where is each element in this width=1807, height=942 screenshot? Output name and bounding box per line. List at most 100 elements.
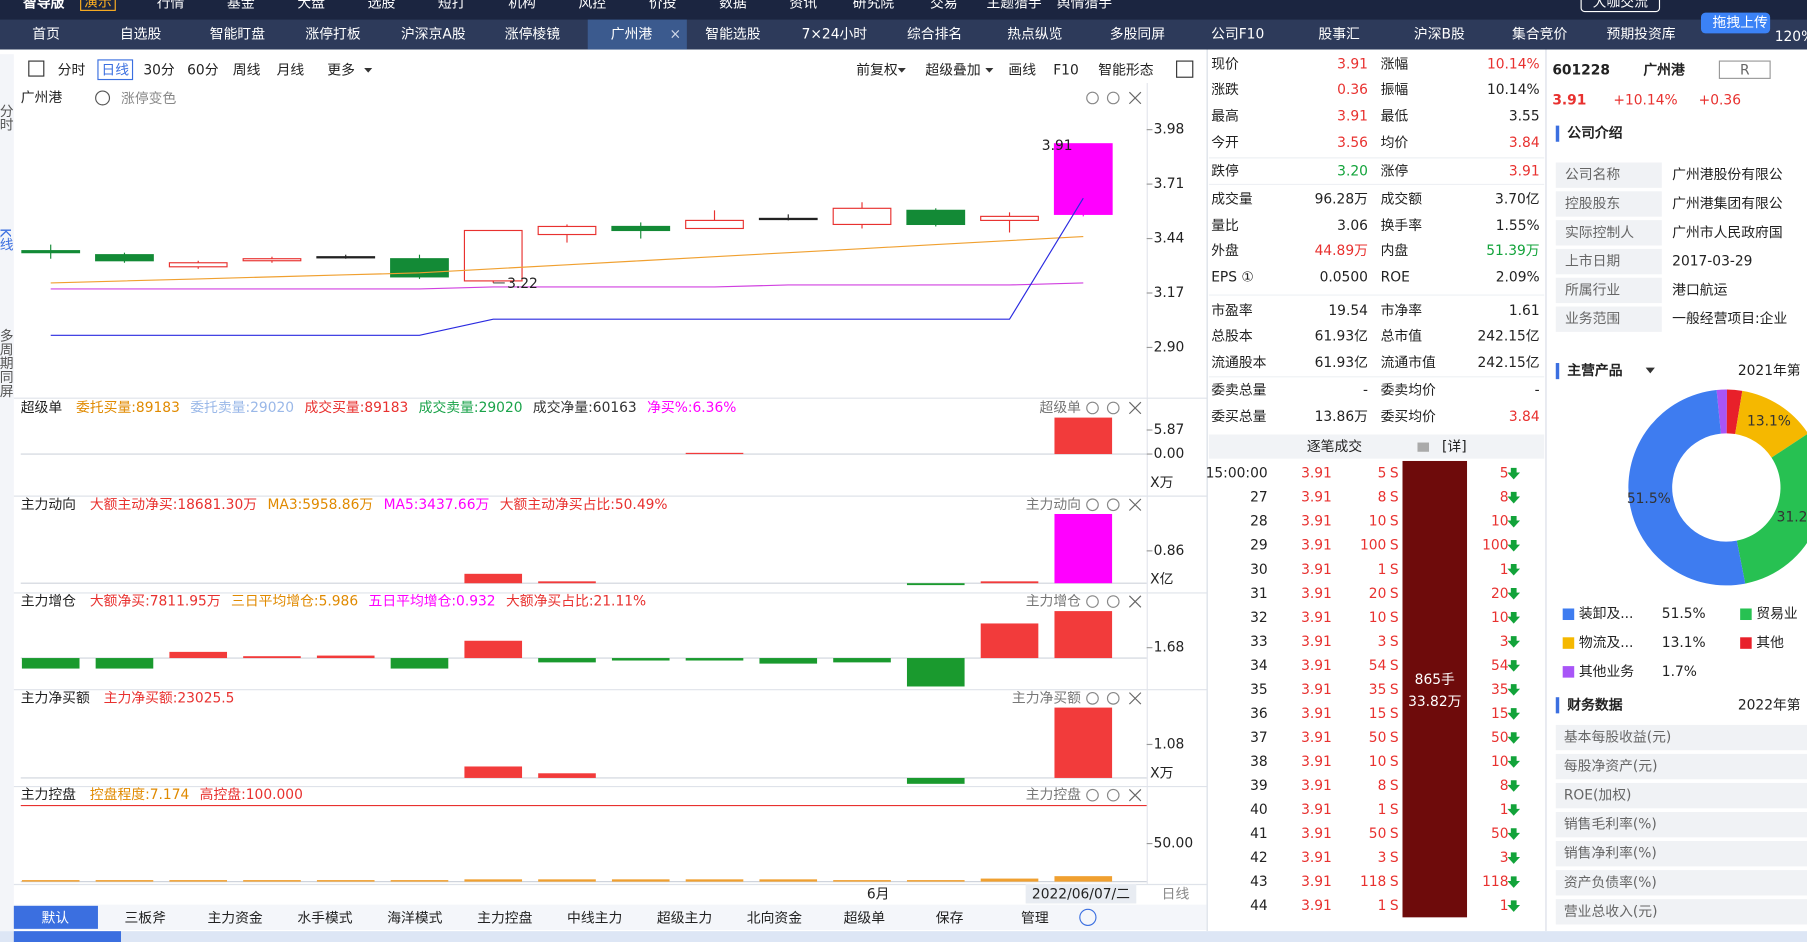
indicator-tab[interactable]: 主力资金 <box>207 910 262 926</box>
period-label: 日线 <box>1162 886 1190 902</box>
help-icon[interactable] <box>1106 788 1120 802</box>
trade-side: S <box>1390 778 1399 794</box>
side-tab[interactable]: 多周期同屏 <box>0 328 14 398</box>
settings-icon[interactable] <box>1086 788 1099 802</box>
menu-item[interactable]: 主题猎手 <box>986 0 1041 11</box>
settings-icon[interactable] <box>1086 91 1099 105</box>
trade-volume-right: 10 <box>1491 610 1509 626</box>
side-tab[interactable]: 分时 <box>0 104 14 132</box>
tab[interactable]: 沪深B股 <box>1414 27 1465 43</box>
tab[interactable]: 涨停打板 <box>305 26 360 43</box>
label-bg <box>1555 812 1807 838</box>
trade-volume-right: 20 <box>1491 586 1509 602</box>
period-button[interactable]: 日线 <box>101 62 129 78</box>
tab[interactable]: 预期投资库 <box>1607 27 1676 43</box>
tool-button[interactable]: 前复权 <box>856 61 898 78</box>
tab[interactable]: 热点纵览 <box>1007 27 1062 43</box>
down-arrow <box>1507 684 1521 696</box>
indicator-tab[interactable]: 水手模式 <box>297 910 352 926</box>
close-icon[interactable] <box>1128 595 1142 608</box>
menu-item[interactable]: 数据 <box>719 0 747 11</box>
tab[interactable]: 首页 <box>32 27 60 43</box>
tab[interactable]: 涨停棱镜 <box>505 26 560 43</box>
indicator-tab[interactable]: 管理 <box>1021 910 1049 926</box>
tool-button[interactable]: 画线 <box>1008 62 1036 78</box>
menu-item[interactable]: 舆情猎手 <box>1057 0 1112 11</box>
tab[interactable]: 沪深京A股 <box>401 27 466 43</box>
period-button[interactable]: 分时 <box>58 62 86 78</box>
trade-side: S <box>1390 754 1399 770</box>
tab[interactable]: 综合排名 <box>907 27 962 43</box>
tool-button[interactable]: F10 <box>1053 62 1079 78</box>
dropdown-arrow[interactable] <box>1645 367 1655 374</box>
trade-time: 43 <box>1250 874 1268 890</box>
quote-value: 3.20 <box>1337 164 1368 180</box>
settings-icon[interactable] <box>1086 595 1099 608</box>
tab[interactable]: 集合竞价 <box>1512 26 1567 43</box>
menu-item[interactable]: 行情 <box>157 0 185 11</box>
upload-button[interactable] <box>1700 12 1771 34</box>
tab[interactable]: 多股同屏 <box>1110 26 1165 43</box>
company-value: 广州港集团有限公 <box>1672 196 1783 212</box>
tab[interactable]: 股事汇 <box>1318 27 1360 43</box>
close-icon[interactable] <box>1128 401 1142 415</box>
close-icon[interactable] <box>1128 692 1142 705</box>
trade-volume: 35 <box>1369 682 1387 698</box>
help-icon[interactable] <box>1106 692 1120 705</box>
tab[interactable]: 智能盯盘 <box>210 26 265 43</box>
menu-item[interactable]: 机构 <box>508 0 536 11</box>
help-icon[interactable] <box>1106 401 1120 415</box>
tab[interactable]: 广州港 <box>611 27 653 43</box>
indicator-tab[interactable]: 主力控盘 <box>477 909 532 926</box>
period-button[interactable]: 月线 <box>277 62 305 78</box>
menu-item[interactable]: 研究院 <box>853 0 895 11</box>
period-button[interactable]: 60分 <box>187 62 219 78</box>
indicator-tab[interactable]: 海洋模式 <box>387 910 442 926</box>
settings-icon[interactable] <box>1086 401 1099 415</box>
indicator-tab[interactable]: 中线主力 <box>567 910 622 926</box>
panel-title: 主力控盘 <box>21 786 76 803</box>
tab[interactable]: 公司F10 <box>1211 27 1264 43</box>
period-button[interactable]: 周线 <box>233 62 261 78</box>
menu-item[interactable]: 短打 <box>438 0 466 11</box>
indicator-tab[interactable]: 保存 <box>936 910 964 926</box>
tool-button[interactable]: 超级叠加 <box>925 62 980 78</box>
help-icon[interactable] <box>1106 498 1120 512</box>
menu-item[interactable]: 风控 <box>579 0 607 11</box>
tab[interactable]: 7×24小时 <box>802 27 868 43</box>
period-button[interactable]: 30分 <box>143 62 175 78</box>
indicator-tab[interactable]: 三板斧 <box>124 910 166 926</box>
tab[interactable]: 自选股 <box>120 27 162 43</box>
period-button[interactable]: 更多 <box>327 61 355 78</box>
menu-item[interactable]: 交易 <box>930 0 958 11</box>
close-icon[interactable] <box>1128 789 1142 802</box>
quote-value: 1.61 <box>1509 303 1540 319</box>
indicator-tab[interactable]: 超级主力 <box>657 910 712 926</box>
side-tab[interactable]: K线 <box>0 228 14 251</box>
trade-time: 39 <box>1250 778 1268 794</box>
settings-icon[interactable] <box>1086 498 1099 512</box>
indicator-tab[interactable]: 超级单 <box>844 910 886 926</box>
help-icon[interactable] <box>1106 595 1120 608</box>
down-arrow <box>1507 564 1521 576</box>
close-icon[interactable] <box>1128 498 1142 511</box>
menu-item[interactable]: 选股 <box>368 0 396 11</box>
close-icon[interactable] <box>1128 91 1142 105</box>
indicator-tab[interactable]: 默认 <box>41 910 69 926</box>
trades-detail[interactable]: [详] <box>1442 439 1467 455</box>
trade-volume-right: 1 <box>1500 802 1509 818</box>
indicator-tab[interactable]: 北向资金 <box>747 910 802 926</box>
scroll-icon[interactable] <box>1079 908 1097 926</box>
tool-button[interactable]: 智能形态 <box>1098 62 1153 78</box>
menu-item[interactable]: 基金 <box>227 0 255 11</box>
panel-title-right: 主力控盘 <box>1026 786 1081 803</box>
menu-item[interactable]: 大盘 <box>297 0 325 11</box>
panel-toggle <box>1176 60 1194 78</box>
help-icon[interactable] <box>1106 91 1120 105</box>
menu-item[interactable]: 资讯 <box>789 0 817 11</box>
settings-icon[interactable] <box>1086 692 1099 705</box>
tab[interactable]: 智能选股 <box>705 27 760 43</box>
community-button[interactable] <box>1580 0 1661 13</box>
menu-item[interactable]: 价投 <box>649 0 677 11</box>
